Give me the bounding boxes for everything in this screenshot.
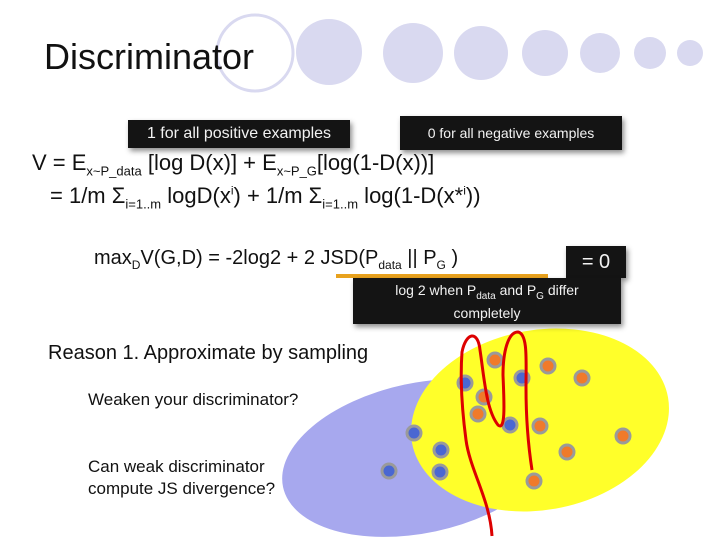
eq1-mid: [log D(x)] + E — [141, 150, 277, 175]
orange-point — [573, 369, 591, 387]
blue-point — [405, 424, 423, 442]
note-c: differ — [543, 282, 579, 298]
positive-examples-label: 1 for all positive examples — [128, 120, 350, 148]
zero-label: = 0 — [566, 246, 626, 278]
eq2-sub2: i=1..m — [322, 196, 359, 212]
deco-circle — [215, 13, 295, 93]
blue-point — [432, 441, 450, 459]
max-sub2: data — [378, 258, 402, 272]
deco-circle — [454, 26, 508, 80]
eq2-d: ) + 1/m Σ — [233, 183, 323, 208]
sampling-equation: = 1/m Σi=1..m logD(xi) + 1/m Σi=1..m log… — [50, 183, 481, 211]
note-sub2: G — [536, 290, 544, 302]
eq1-sub2: x~P_G — [276, 163, 317, 179]
decision-boundary-curve — [459, 330, 534, 537]
negative-examples-label: 0 for all negative examples — [400, 116, 622, 150]
log2-note: log 2 when Pdata and PG differ completel… — [353, 278, 621, 324]
orange-point — [486, 351, 504, 369]
blue-point — [380, 462, 398, 480]
note-d: completely — [453, 304, 521, 321]
note-sub1: data — [476, 290, 496, 302]
deco-circle — [383, 23, 443, 83]
sample-points — [380, 351, 632, 490]
eq2-a: = 1/m Σ — [50, 183, 126, 208]
eq2-f: )) — [465, 183, 481, 208]
deco-circle — [677, 40, 703, 66]
eq2-sup2: i — [463, 183, 466, 198]
blue-point — [501, 416, 519, 434]
max-sub3: G — [436, 258, 446, 272]
value-function-equation: V = Ex~P_data [log D(x)] + Ex~P_G[log(1-… — [32, 150, 434, 178]
orange-point — [469, 405, 487, 423]
eq1-sub1: x~P_data — [86, 163, 142, 179]
note-a: log 2 when P — [395, 282, 477, 298]
orange-point — [539, 357, 557, 375]
max-d: ) — [445, 247, 459, 269]
weak-discriminator-question: Can weak discriminator compute JS diverg… — [88, 457, 276, 498]
max-a: max — [94, 247, 132, 269]
eq1-lhs: V = E — [32, 150, 87, 175]
eq1-rhs: [log(1-D(x))] — [316, 150, 435, 175]
slide-title: Discriminator — [44, 36, 255, 77]
reason-heading: Reason 1. Approximate by sampling — [48, 342, 369, 364]
deco-circle — [634, 37, 666, 69]
deco-circle — [296, 19, 362, 85]
orange-point — [525, 472, 543, 490]
eq2-sub1: i=1..m — [125, 196, 162, 212]
max-value-equation: maxDV(G,D) = -2log2 + 2 JSD(Pdata || PG … — [94, 247, 458, 272]
orange-point — [531, 417, 549, 435]
orange-point — [558, 443, 576, 461]
note-b: and P — [495, 282, 537, 298]
eq2-e: log(1-D(x* — [358, 183, 464, 208]
max-c: || P — [401, 247, 437, 269]
weaken-question: Weaken your discriminator? — [88, 390, 299, 409]
decorative-circles — [215, 13, 703, 93]
eq2-b: log — [161, 183, 197, 208]
deco-circle — [522, 30, 568, 76]
max-b: V(G,D) = -2log2 + 2 JSD(P — [140, 247, 379, 269]
eq2-sup1: i — [230, 183, 234, 198]
deco-circle — [580, 33, 620, 73]
max-sub1: D — [131, 258, 141, 272]
eq2-c: D(x — [196, 183, 231, 208]
orange-point — [614, 427, 632, 445]
blue-point — [431, 463, 449, 481]
